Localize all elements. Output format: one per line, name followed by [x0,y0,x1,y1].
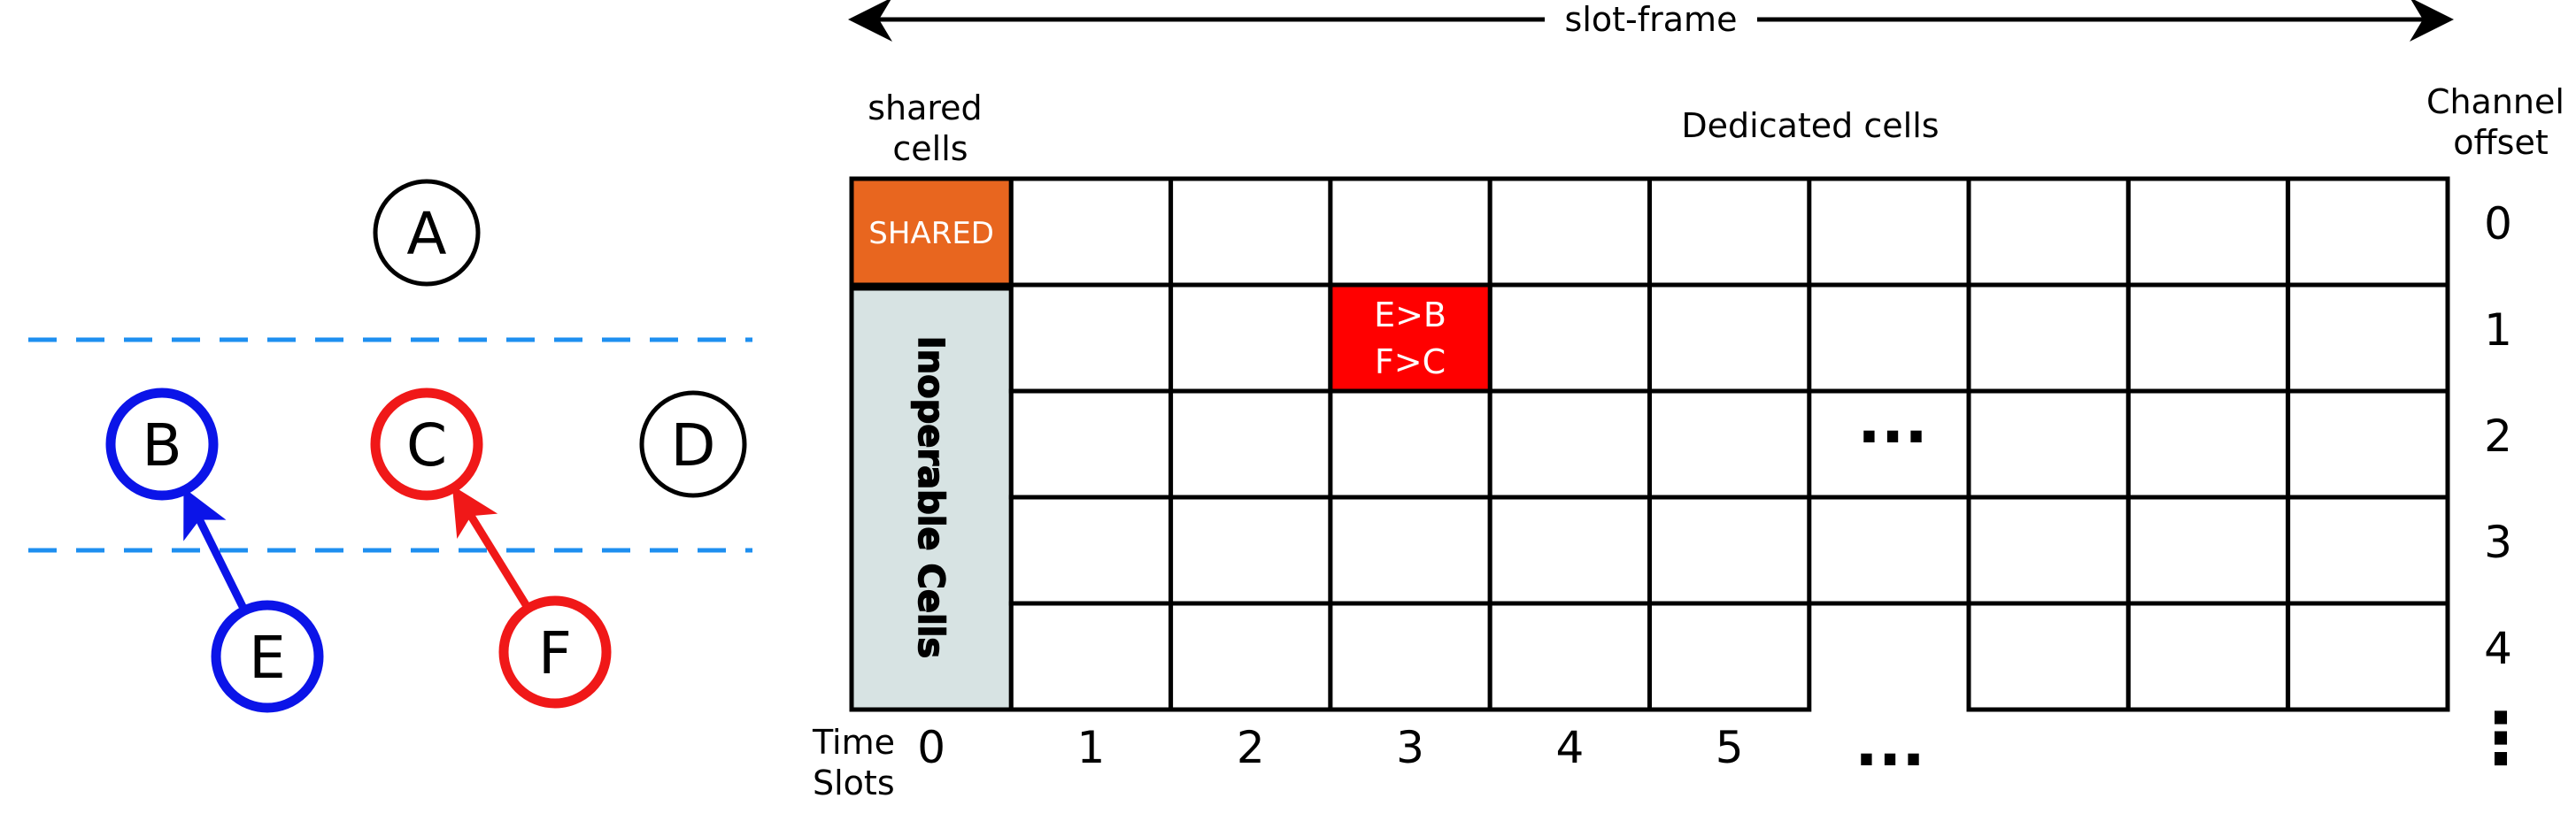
inoperable-cells: Inoperable Cells [849,286,1014,712]
shared-cells-header: shared cells [868,88,993,168]
cell-right-col2-ch3 [2286,495,2450,606]
time-slot-labels: 0 1 2 3 4 5 [917,722,1743,773]
slot-label-2: 2 [1237,722,1265,773]
cell-slot4-ch2 [1487,388,1652,500]
inoperable-label: Inoperable Cells [910,336,951,658]
slotframe-label: slot-frame [1565,0,1738,39]
cell-slot5-ch4 [1647,601,1812,712]
cell-right-col0-ch3 [1966,495,2131,606]
cell-slot4-ch4 [1487,601,1652,712]
node-a: A [373,179,481,287]
cell-slot5-ch1 [1647,282,1812,394]
cell-slot1-ch4 [1008,601,1174,712]
cell-slot1-ch2 [1008,388,1174,500]
node-label: D [671,411,716,480]
vertical-ellipsis: ⋮ [2465,697,2536,779]
cell-slot1-ch1 [1008,282,1174,394]
dedicated-cells-header: Dedicated cells [1681,106,1939,145]
cell-slot3-ch0 [1328,176,1492,288]
slot-label-5: 5 [1716,722,1744,773]
channel-label-4: 4 [2484,623,2512,674]
cell-slot5-ch3 [1647,495,1812,606]
cell-right-col0-ch2 [1966,388,2131,500]
cell-slot1-ch0 [1008,176,1174,288]
conflict-line1: E>B [1374,296,1446,334]
shared-cell-label: SHARED [868,216,994,251]
conflict-cell: E>B F>C [1328,282,1492,394]
shared-cell: SHARED [849,176,1014,288]
node-d: D [639,390,747,498]
link-E-B [183,487,249,613]
cell-slot4-ch0 [1487,176,1652,288]
cell-slot2-ch4 [1168,601,1333,712]
node-label: E [249,624,286,692]
cell-right-col1-ch0 [2125,176,2291,288]
cell-slot4-ch1 [1487,282,1652,394]
cell-right-col1-ch4 [2125,601,2291,712]
node-label: F [538,619,572,687]
cell-slot2-ch1 [1168,282,1333,394]
cell-slot3-ch4 [1328,601,1492,712]
cell-slot4-ch3 [1487,495,1652,606]
cell-right-col0-ch0 [1966,176,2131,288]
node-label: C [406,411,447,480]
cell-slot3-ch3 [1328,495,1492,606]
topology: A B C D E F [28,179,752,713]
cell-right-col1-ch1 [2125,282,2291,394]
node-e: E [211,600,324,713]
slot-label-4: 4 [1555,722,1584,773]
channel-label-0: 0 [2484,198,2512,249]
node-label: B [142,411,181,480]
slotframe-arrow: slot-frame [848,0,2454,42]
channel-label-1: 1 [2484,304,2512,356]
cell-slot5-ch2 [1647,388,1812,500]
time-slots-label: Time Slots [812,723,906,802]
cell-right-col2-ch4 [2286,601,2450,712]
node-f: F [498,595,612,709]
node-b: B [105,388,219,501]
conflict-line2: F>C [1375,342,1446,381]
node-c: C [370,388,483,501]
cell-right-col1-ch3 [2125,495,2291,606]
schedule-grid: SHARED Inoperable Cells E>B F>C [849,176,2450,712]
slot-label-1: 1 [1077,722,1106,773]
channel-offset-labels: 0 1 2 3 4 [2484,198,2512,674]
cell-slot2-ch2 [1168,388,1333,500]
cell-slot1-ch3 [1008,495,1174,606]
slot-label-3: 3 [1396,722,1424,773]
slot-label-0: 0 [917,722,945,773]
ellipsis-middle: ... [1857,385,1928,457]
channel-label-2: 2 [2484,411,2512,462]
cell-right-col1-ch2 [2125,388,2291,500]
cell-slot2-ch0 [1168,176,1333,288]
cell-right-col2-ch0 [2286,176,2450,288]
channel-offset-header: Channel offset [2426,82,2575,162]
node-label: A [406,200,446,268]
cell-slot2-ch3 [1168,495,1333,606]
cell-right-col0-ch4 [1966,601,2131,712]
ellipsis-bottom: ... [1855,708,1925,780]
channel-label-3: 3 [2484,517,2512,568]
cell-right-col2-ch1 [2286,282,2450,394]
cell-right-col0-ch1 [1966,282,2131,394]
link-F-C [451,485,532,611]
cell-right-col2-ch2 [2286,388,2450,500]
cell-slot5-ch0 [1647,176,1812,288]
cell-slot3-ch2 [1328,388,1492,500]
